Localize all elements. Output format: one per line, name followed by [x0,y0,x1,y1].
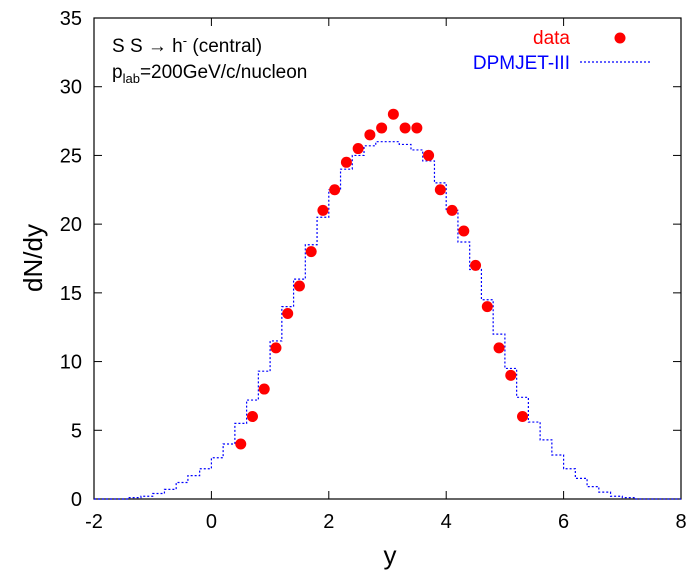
annotation-line2-prefix: p [112,62,123,83]
annotation-line1-rest: (central) [187,36,262,57]
data-point [258,383,270,395]
data-point [387,108,399,120]
legend-label-data: data [533,28,570,49]
data-point [317,204,329,216]
data-point [505,369,517,381]
data-point [399,122,411,134]
series-data-points [235,108,529,450]
data-point [270,342,282,354]
plot-frame [93,17,682,500]
annotation-line2-rest: =200GeV/c/nucleon [140,62,307,83]
x-tick-label: -2 [85,511,103,533]
y-tick-label: 5 [71,420,82,442]
y-tick-label: 0 [71,489,82,511]
data-point [411,122,423,134]
y-tick-labels: 0 5 10 15 20 25 30 35 [60,8,82,511]
data-point [340,156,352,168]
legend-marker-data [614,32,626,44]
y-axis-label: dN/dy [18,224,48,292]
data-point [446,204,458,216]
data-point [376,122,388,134]
annotation-line2: plab=200GeV/c/nucleon [112,62,307,86]
x-tick-labels: -2 0 2 4 6 8 [85,511,686,533]
data-point [423,149,435,161]
data-point [517,411,529,423]
y-tick-label: 15 [60,283,82,305]
data-point [305,246,317,258]
data-point [364,129,376,141]
annotation-line1-sup: - [183,33,187,48]
x-tick-label: 8 [675,511,686,533]
x-tick-label: 0 [206,511,217,533]
x-tick-label: 2 [323,511,334,533]
data-point [493,342,505,354]
annotation-line1: S S → h- (central) [112,33,262,57]
legend: data DPMJET-III [473,28,650,74]
y-tick-label: 10 [60,352,82,374]
x-axis-label: y [384,540,397,570]
y-tick-label: 25 [60,145,82,167]
data-point [352,143,364,155]
data-point [282,307,294,319]
series-dpmjet-step-line [94,141,681,500]
axis-ticks [93,17,682,500]
data-point [458,225,470,237]
y-tick-label: 20 [60,214,82,236]
data-point [434,184,446,196]
data-point [470,259,482,271]
y-tick-label: 30 [60,77,82,99]
data-point [329,184,341,196]
annotation-line2-sub: lab [123,71,140,86]
x-tick-label: 6 [558,511,569,533]
annotation-line1-main: S S → h [112,36,183,57]
data-point [481,301,493,313]
data-point [246,411,258,423]
x-tick-label: 4 [441,511,452,533]
y-tick-label: 35 [60,8,82,30]
legend-label-dpmjet: DPMJET-III [473,53,570,74]
data-point [293,280,305,292]
data-point [235,438,247,450]
